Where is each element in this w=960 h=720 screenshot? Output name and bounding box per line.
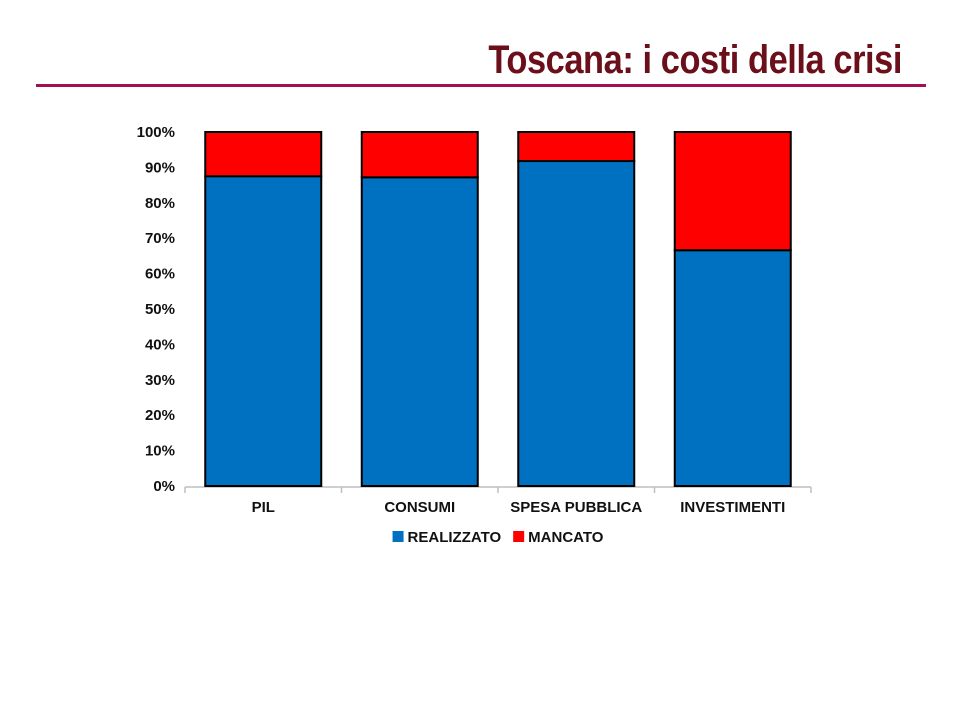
- legend: REALIZZATO MANCATO: [392, 529, 604, 546]
- bars: [204, 131, 792, 487]
- legend-label: MANCATO: [528, 529, 604, 546]
- y-tick-label: 80%: [145, 195, 175, 212]
- legend-label: REALIZZATO: [408, 529, 502, 546]
- bar-segment-mancato: [360, 131, 479, 179]
- y-tick-label: 30%: [145, 372, 175, 389]
- y-tick-label: 60%: [145, 266, 175, 283]
- bar-segment-realizzato: [673, 249, 792, 487]
- y-tick-label: 40%: [145, 336, 175, 353]
- y-tick-label: 50%: [145, 301, 175, 318]
- y-tick-label: 90%: [145, 159, 175, 176]
- legend-swatch: [513, 531, 525, 542]
- bar-segment-realizzato: [204, 175, 323, 487]
- y-tick-label: 10%: [145, 443, 175, 460]
- bar-segment-realizzato: [360, 176, 479, 487]
- title-divider: [36, 84, 926, 87]
- bar-segment-mancato: [673, 131, 792, 252]
- x-category-label: INVESTIMENTI: [680, 499, 785, 516]
- bar-segment-realizzato: [517, 160, 636, 487]
- y-axis: 0% 10% 20% 30% 40% 50% 60% 70% 80% 90% 100%: [137, 124, 175, 495]
- x-category-label: PIL: [252, 499, 275, 516]
- bar-segment-mancato: [204, 131, 323, 178]
- bar-segment-mancato: [517, 131, 636, 163]
- slide-title: Toscana: i costi della crisi: [488, 38, 902, 82]
- y-tick-label: 70%: [145, 230, 175, 247]
- y-tick-label: 20%: [145, 407, 175, 424]
- legend-item-realizzato: REALIZZATO: [392, 529, 502, 546]
- legend-swatch: [392, 531, 404, 542]
- x-axis: PIL CONSUMI SPESA PUBBLICA INVESTIMENTI: [184, 486, 812, 516]
- x-category-label: CONSUMI: [384, 499, 455, 516]
- x-category-label: SPESA PUBBLICA: [510, 499, 642, 516]
- y-tick-label: 100%: [137, 124, 175, 141]
- legend-item-mancato: MANCATO: [513, 529, 604, 546]
- y-tick-label: 0%: [153, 478, 175, 495]
